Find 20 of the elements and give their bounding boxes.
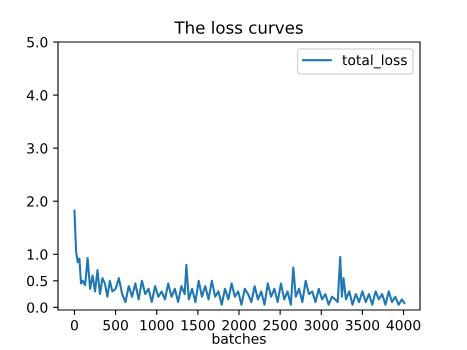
- y-tick-label: 3.0: [27, 143, 48, 154]
- x-tick-label: 3500: [346, 320, 380, 330]
- x-tick-label: 4000: [386, 320, 420, 330]
- y-tick-label: 2.0: [27, 196, 48, 207]
- x-tick-label: 500: [103, 320, 128, 330]
- legend-label: total_loss: [342, 54, 407, 68]
- chart-title: The loss curves: [174, 21, 303, 34]
- y-tick-label: 0.5: [27, 276, 48, 286]
- x-tick-label: 2500: [263, 320, 297, 330]
- y-tick-label: 4.0: [26, 90, 48, 101]
- x-tick-label: 1000: [140, 320, 174, 330]
- y-tick-label: 1.0: [28, 249, 48, 260]
- x-tick-label: 1500: [182, 320, 215, 330]
- x-tick-label: 3000: [304, 320, 338, 330]
- x-tick-label: 2000: [222, 320, 256, 330]
- line-series: [73, 210, 406, 306]
- x-tick-label: 0: [70, 320, 78, 330]
- x-axis-title: batches: [212, 333, 266, 344]
- y-tick-label: 5.0: [27, 36, 48, 48]
- y-tick-label: 0.0: [27, 302, 48, 313]
